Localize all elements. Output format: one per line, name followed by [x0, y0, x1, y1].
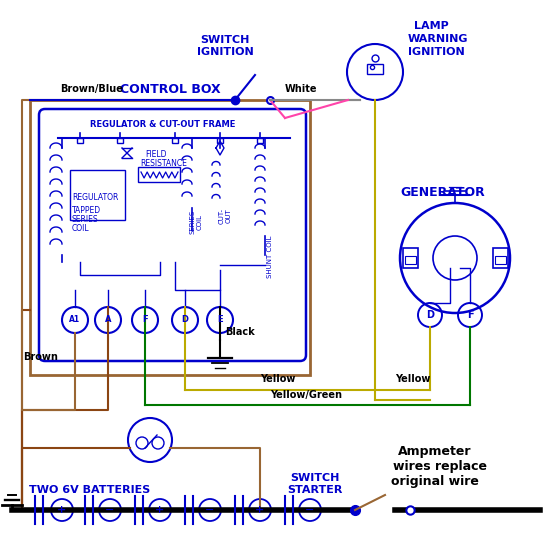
Text: CONTROL BOX: CONTROL BOX	[120, 83, 220, 96]
Bar	[405, 256, 416, 264]
Text: White: White	[285, 84, 318, 94]
Text: CUT-
OUT: CUT- OUT	[218, 208, 231, 224]
Text: −: −	[305, 505, 315, 515]
Text: Brown/Blue: Brown/Blue	[60, 84, 123, 94]
Text: Yellow/Green: Yellow/Green	[270, 390, 342, 400]
Text: REGULATOR & CUT-OUT FRAME: REGULATOR & CUT-OUT FRAME	[90, 120, 235, 129]
Text: +: +	[155, 505, 165, 515]
Text: COIL: COIL	[72, 224, 90, 233]
Text: SERIES: SERIES	[72, 215, 99, 224]
Text: A1: A1	[69, 315, 81, 324]
Text: REGULATOR: REGULATOR	[72, 193, 118, 202]
Text: TAPPED: TAPPED	[72, 206, 101, 215]
Text: SWITCH: SWITCH	[200, 35, 250, 45]
Text: +: +	[255, 505, 265, 515]
Text: IGNITION: IGNITION	[408, 47, 465, 57]
Text: A: A	[105, 315, 111, 324]
Text: SHUNT COIL: SHUNT COIL	[267, 235, 273, 278]
Bar	[495, 256, 506, 264]
Text: wires replace: wires replace	[393, 460, 487, 473]
Text: LAMP: LAMP	[414, 21, 449, 31]
Bar	[70, 170, 125, 220]
Text: −: −	[206, 505, 214, 515]
Bar	[257, 138, 263, 143]
Text: RESISTANCE: RESISTANCE	[140, 159, 187, 168]
Text: E: E	[217, 315, 223, 324]
Text: TWO 6V BATTERIES: TWO 6V BATTERIES	[29, 485, 151, 495]
Text: GENERATOR: GENERATOR	[400, 186, 485, 199]
Text: Yellow: Yellow	[395, 374, 431, 384]
Text: STARTER: STARTER	[287, 485, 343, 495]
Text: D: D	[181, 315, 189, 324]
Bar	[403, 248, 418, 268]
Text: FIELD: FIELD	[145, 150, 166, 159]
Text: −: −	[105, 505, 115, 515]
Text: original wire: original wire	[391, 475, 479, 488]
Bar	[493, 248, 508, 268]
Bar	[138, 167, 180, 182]
Text: F: F	[142, 315, 148, 324]
Bar	[217, 138, 223, 143]
Text: SERIES
COIL: SERIES COIL	[189, 210, 203, 234]
Bar	[77, 138, 83, 143]
Text: F: F	[466, 310, 473, 320]
Text: D: D	[426, 310, 434, 320]
Bar	[172, 138, 178, 143]
Text: WARNING: WARNING	[408, 34, 469, 44]
Text: IGNITION: IGNITION	[197, 47, 253, 57]
Text: Yellow: Yellow	[260, 374, 295, 384]
Text: Ampmeter: Ampmeter	[398, 445, 472, 458]
Text: Black: Black	[225, 327, 255, 337]
Text: SWITCH: SWITCH	[290, 473, 340, 483]
Text: Brown: Brown	[23, 352, 58, 362]
Bar	[117, 138, 123, 143]
Text: +: +	[57, 505, 67, 515]
Bar	[367, 64, 383, 74]
